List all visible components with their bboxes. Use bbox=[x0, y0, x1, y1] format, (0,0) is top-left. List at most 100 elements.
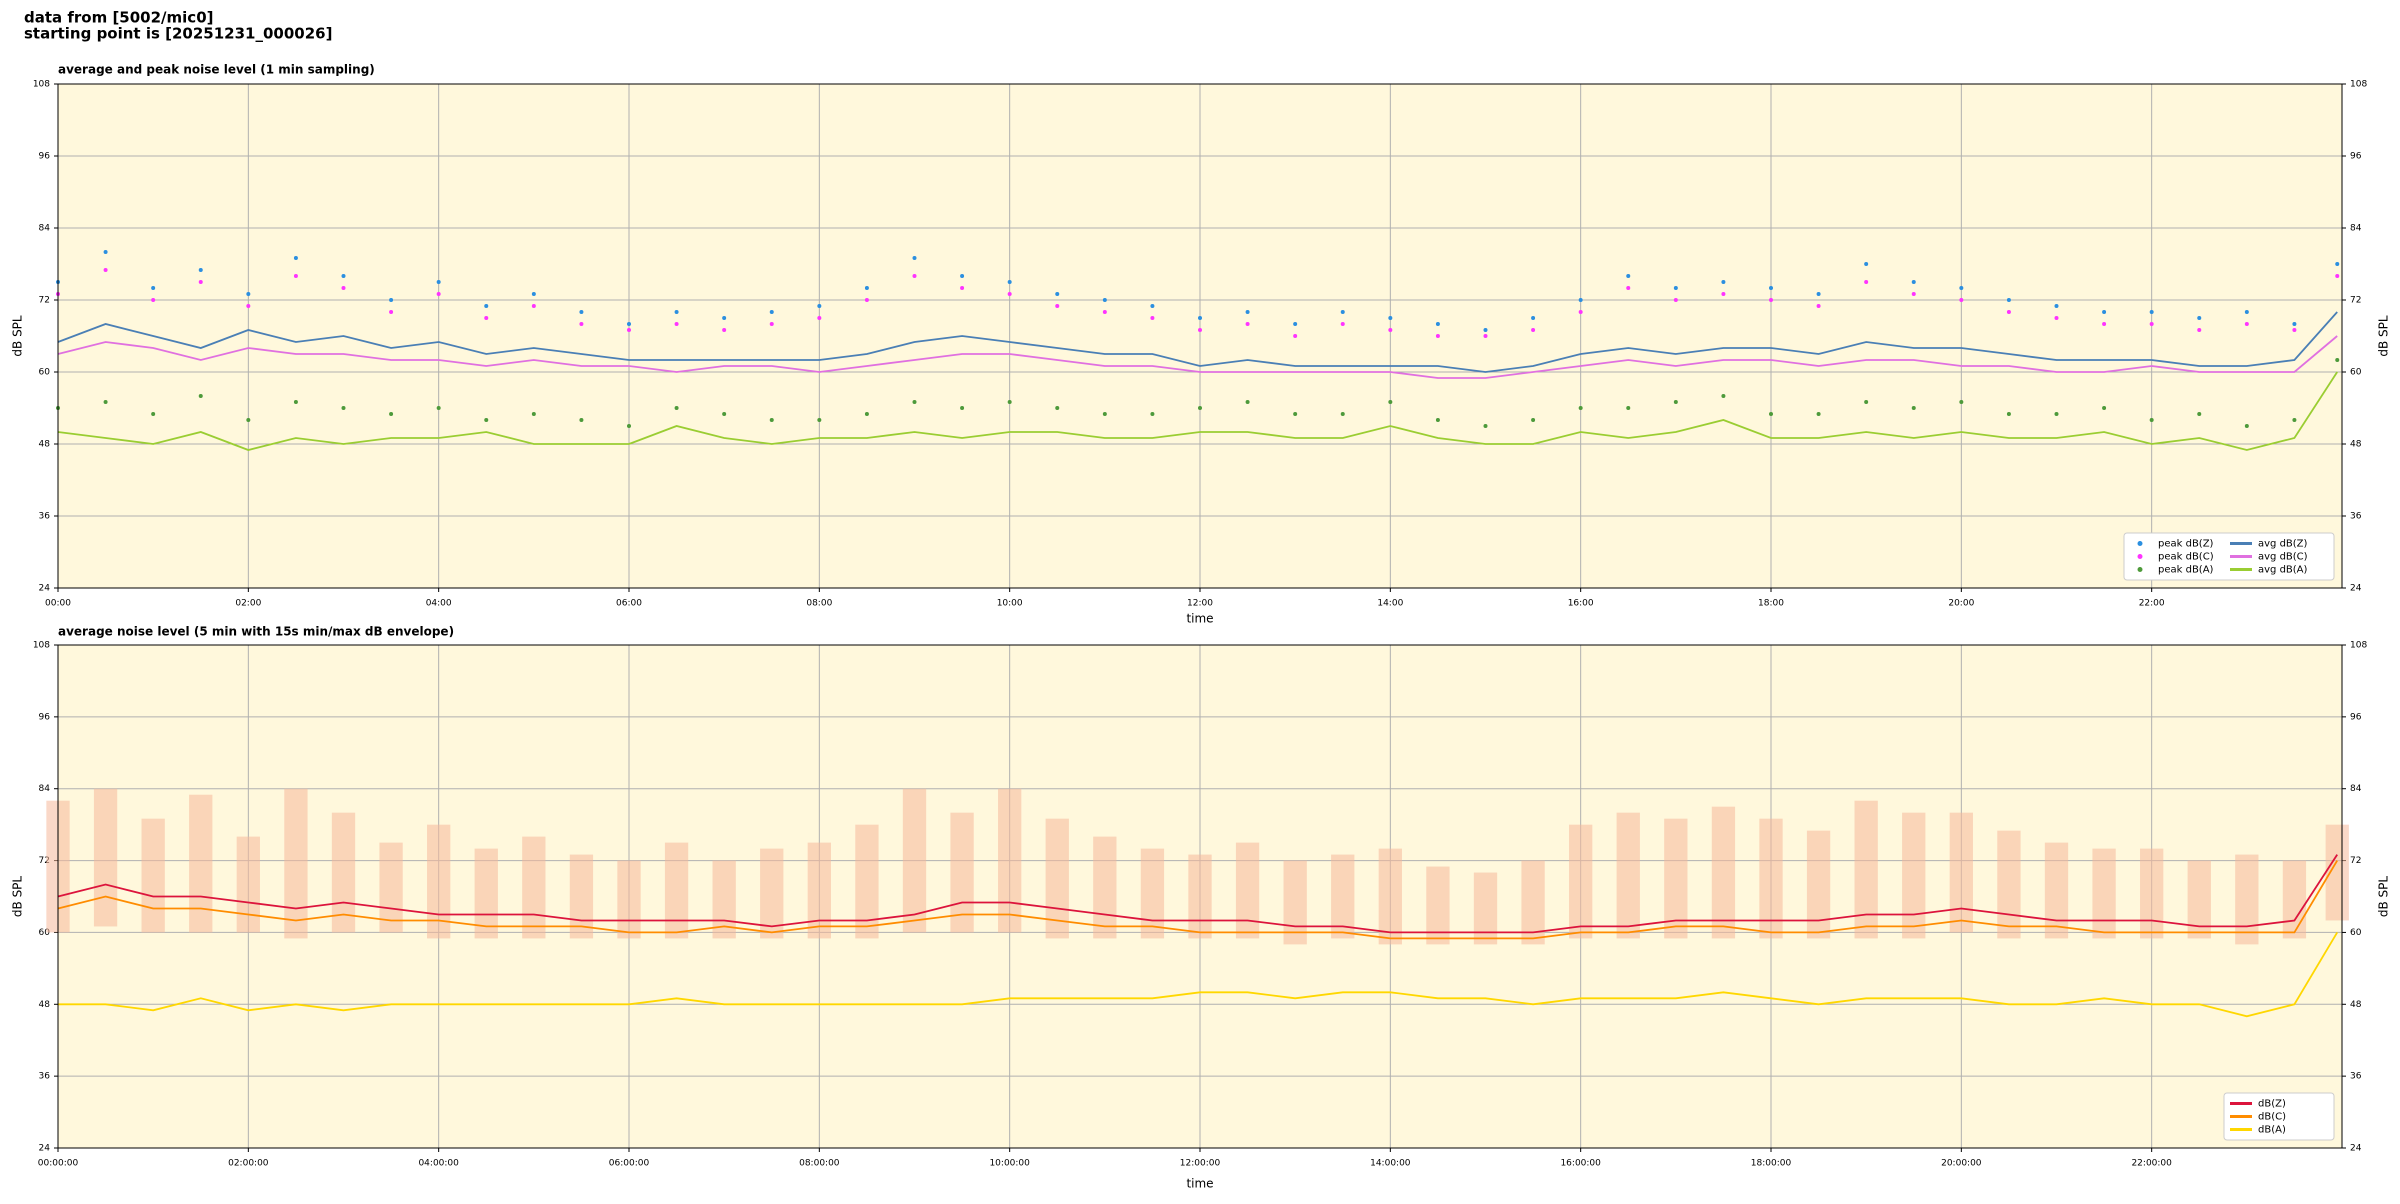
peak-point bbox=[2335, 358, 2340, 362]
series-line bbox=[57, 854, 2338, 934]
y2-axis-label: dB SPL bbox=[2377, 315, 2391, 357]
peak-point bbox=[864, 286, 869, 290]
peak-point bbox=[2102, 322, 2107, 326]
peak-point bbox=[293, 256, 298, 260]
envelope-band bbox=[1616, 812, 1640, 939]
peak-point bbox=[103, 250, 108, 254]
legend-label: dB(Z) bbox=[2258, 1099, 2286, 1110]
x-tick-label: 06:00:00 bbox=[609, 1159, 650, 1169]
peak-point bbox=[1007, 400, 1012, 404]
envelope-band bbox=[1902, 812, 1926, 939]
envelope-band bbox=[1140, 848, 1165, 939]
legend-box bbox=[2123, 532, 2335, 581]
envelope-band bbox=[1664, 818, 1688, 939]
peak-point bbox=[1864, 280, 1869, 284]
y-tick-label: 108 bbox=[33, 641, 50, 651]
envelope-band bbox=[617, 860, 641, 939]
peak-point bbox=[2335, 262, 2340, 266]
peak-point bbox=[198, 268, 203, 272]
peak-point bbox=[1388, 328, 1393, 332]
envelope-band bbox=[2092, 848, 2116, 939]
peak-point bbox=[341, 274, 346, 278]
series-line bbox=[57, 860, 2338, 940]
x-tick-label: 02:00 bbox=[235, 599, 261, 609]
peak-point bbox=[960, 286, 965, 290]
x-tick-label: 22:00:00 bbox=[2131, 1159, 2172, 1169]
peak-point bbox=[1293, 412, 1298, 416]
peak-point bbox=[1959, 400, 1964, 404]
y-tick-label: 96 bbox=[39, 152, 51, 162]
peak-point bbox=[2149, 322, 2154, 326]
x-tick-label: 14:00 bbox=[1377, 599, 1403, 609]
peak-point bbox=[864, 412, 869, 416]
peak-point bbox=[2197, 412, 2202, 416]
peak-point bbox=[674, 406, 679, 410]
peak-point bbox=[103, 268, 108, 272]
peak-point bbox=[579, 418, 584, 422]
envelope-band bbox=[189, 794, 213, 933]
peak-point bbox=[389, 412, 394, 416]
peak-point bbox=[1055, 304, 1060, 308]
y2-tick-label: 60 bbox=[2350, 368, 2362, 378]
peak-point bbox=[2244, 310, 2249, 314]
y-tick-label: 48 bbox=[39, 440, 51, 450]
peak-point bbox=[1769, 286, 1773, 290]
chart-title: average noise level (5 min with 15s min/… bbox=[58, 625, 454, 639]
x-tick-label: 08:00 bbox=[806, 599, 832, 609]
y2-tick-label: 48 bbox=[2350, 440, 2362, 450]
x-tick-label: 22:00 bbox=[2139, 599, 2165, 609]
x-axis-label: time bbox=[1186, 612, 1213, 626]
peak-point bbox=[1578, 406, 1583, 410]
envelope-band bbox=[2140, 848, 2164, 939]
envelope-band bbox=[141, 818, 165, 933]
peak-point bbox=[436, 406, 441, 410]
peak-point bbox=[2197, 316, 2202, 320]
y-tick-label: 60 bbox=[39, 928, 51, 938]
peak-point bbox=[1340, 412, 1345, 416]
envelope-band bbox=[2325, 824, 2349, 921]
peak-point bbox=[2006, 298, 2011, 302]
peak-point bbox=[1531, 328, 1536, 332]
envelope-band bbox=[1426, 866, 1450, 945]
envelope-band bbox=[1854, 800, 1878, 939]
peak-point bbox=[1578, 310, 1583, 314]
y-axis-label: dB SPL bbox=[11, 315, 25, 357]
x-tick-label: 04:00 bbox=[426, 599, 452, 609]
envelope-band bbox=[1283, 860, 1307, 945]
y2-tick-label: 84 bbox=[2350, 224, 2362, 234]
peak-point bbox=[1293, 322, 1298, 326]
x-tick-label: 10:00:00 bbox=[989, 1159, 1030, 1169]
peak-point bbox=[1911, 280, 1916, 284]
peak-point bbox=[293, 274, 298, 278]
envelope-band bbox=[1473, 872, 1498, 945]
peak-point bbox=[1055, 292, 1060, 296]
peak-point bbox=[1721, 394, 1726, 398]
envelope-band bbox=[1235, 842, 1260, 939]
peak-point bbox=[1531, 316, 1536, 320]
envelope-band bbox=[569, 854, 594, 939]
peak-point bbox=[531, 292, 536, 296]
y2-tick-label: 108 bbox=[2350, 641, 2367, 651]
peak-point bbox=[864, 298, 869, 302]
peak-point bbox=[627, 322, 631, 326]
peak-point bbox=[1626, 274, 1631, 278]
peak-point bbox=[151, 298, 156, 302]
peak-point bbox=[2054, 304, 2059, 308]
x-tick-label: 12:00:00 bbox=[1180, 1159, 1221, 1169]
peak-point bbox=[293, 400, 298, 404]
peak-point bbox=[817, 304, 822, 308]
peak-point bbox=[912, 400, 917, 404]
x-tick-label: 12:00 bbox=[1187, 599, 1213, 609]
legend-label: peak dB(Z) bbox=[2158, 539, 2214, 550]
y-tick-label: 84 bbox=[39, 784, 51, 794]
envelope-band bbox=[998, 788, 1022, 933]
envelope-band bbox=[284, 788, 308, 939]
peak-point bbox=[1055, 406, 1060, 410]
peak-point bbox=[1721, 292, 1726, 296]
peak-point bbox=[484, 316, 489, 320]
peak-point bbox=[2006, 412, 2011, 416]
series-line bbox=[57, 371, 2338, 451]
envelope-band bbox=[1711, 806, 1736, 939]
legend-marker bbox=[2137, 554, 2143, 559]
peak-point bbox=[341, 286, 346, 290]
